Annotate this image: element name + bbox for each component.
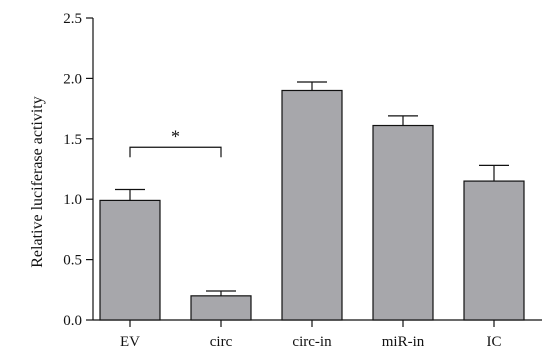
bar-IC xyxy=(463,180,525,321)
x-tick-label: circ-in xyxy=(292,334,332,350)
bar-miR-in xyxy=(372,124,434,321)
bar-circ-in xyxy=(281,89,343,321)
significance-bracket xyxy=(129,146,222,158)
x-tick-label: EV xyxy=(120,334,140,350)
y-tick-label: 0.0 xyxy=(63,313,82,329)
y-axis-label: Relative luciferase activity xyxy=(29,96,46,267)
y-tick-label: 2.0 xyxy=(63,71,82,87)
axes: 0.0 0.5 1.0 1.5 2.0 2.5 EV circ circ-in miR-in IC xyxy=(63,11,542,350)
y-tick-label: 2.5 xyxy=(63,11,82,27)
y-tick-label: 1.0 xyxy=(63,192,82,208)
significance-star: * xyxy=(171,126,180,146)
bar-circ xyxy=(190,295,252,321)
bar-EV xyxy=(99,199,161,321)
y-tick-label: 0.5 xyxy=(63,253,82,269)
significance-annotations: * xyxy=(129,126,222,158)
x-tick-label: IC xyxy=(487,334,502,350)
x-tick-label: circ xyxy=(210,334,233,350)
y-tick-label: 1.5 xyxy=(63,132,82,148)
x-tick-label: miR-in xyxy=(382,334,425,350)
bars xyxy=(99,81,525,321)
